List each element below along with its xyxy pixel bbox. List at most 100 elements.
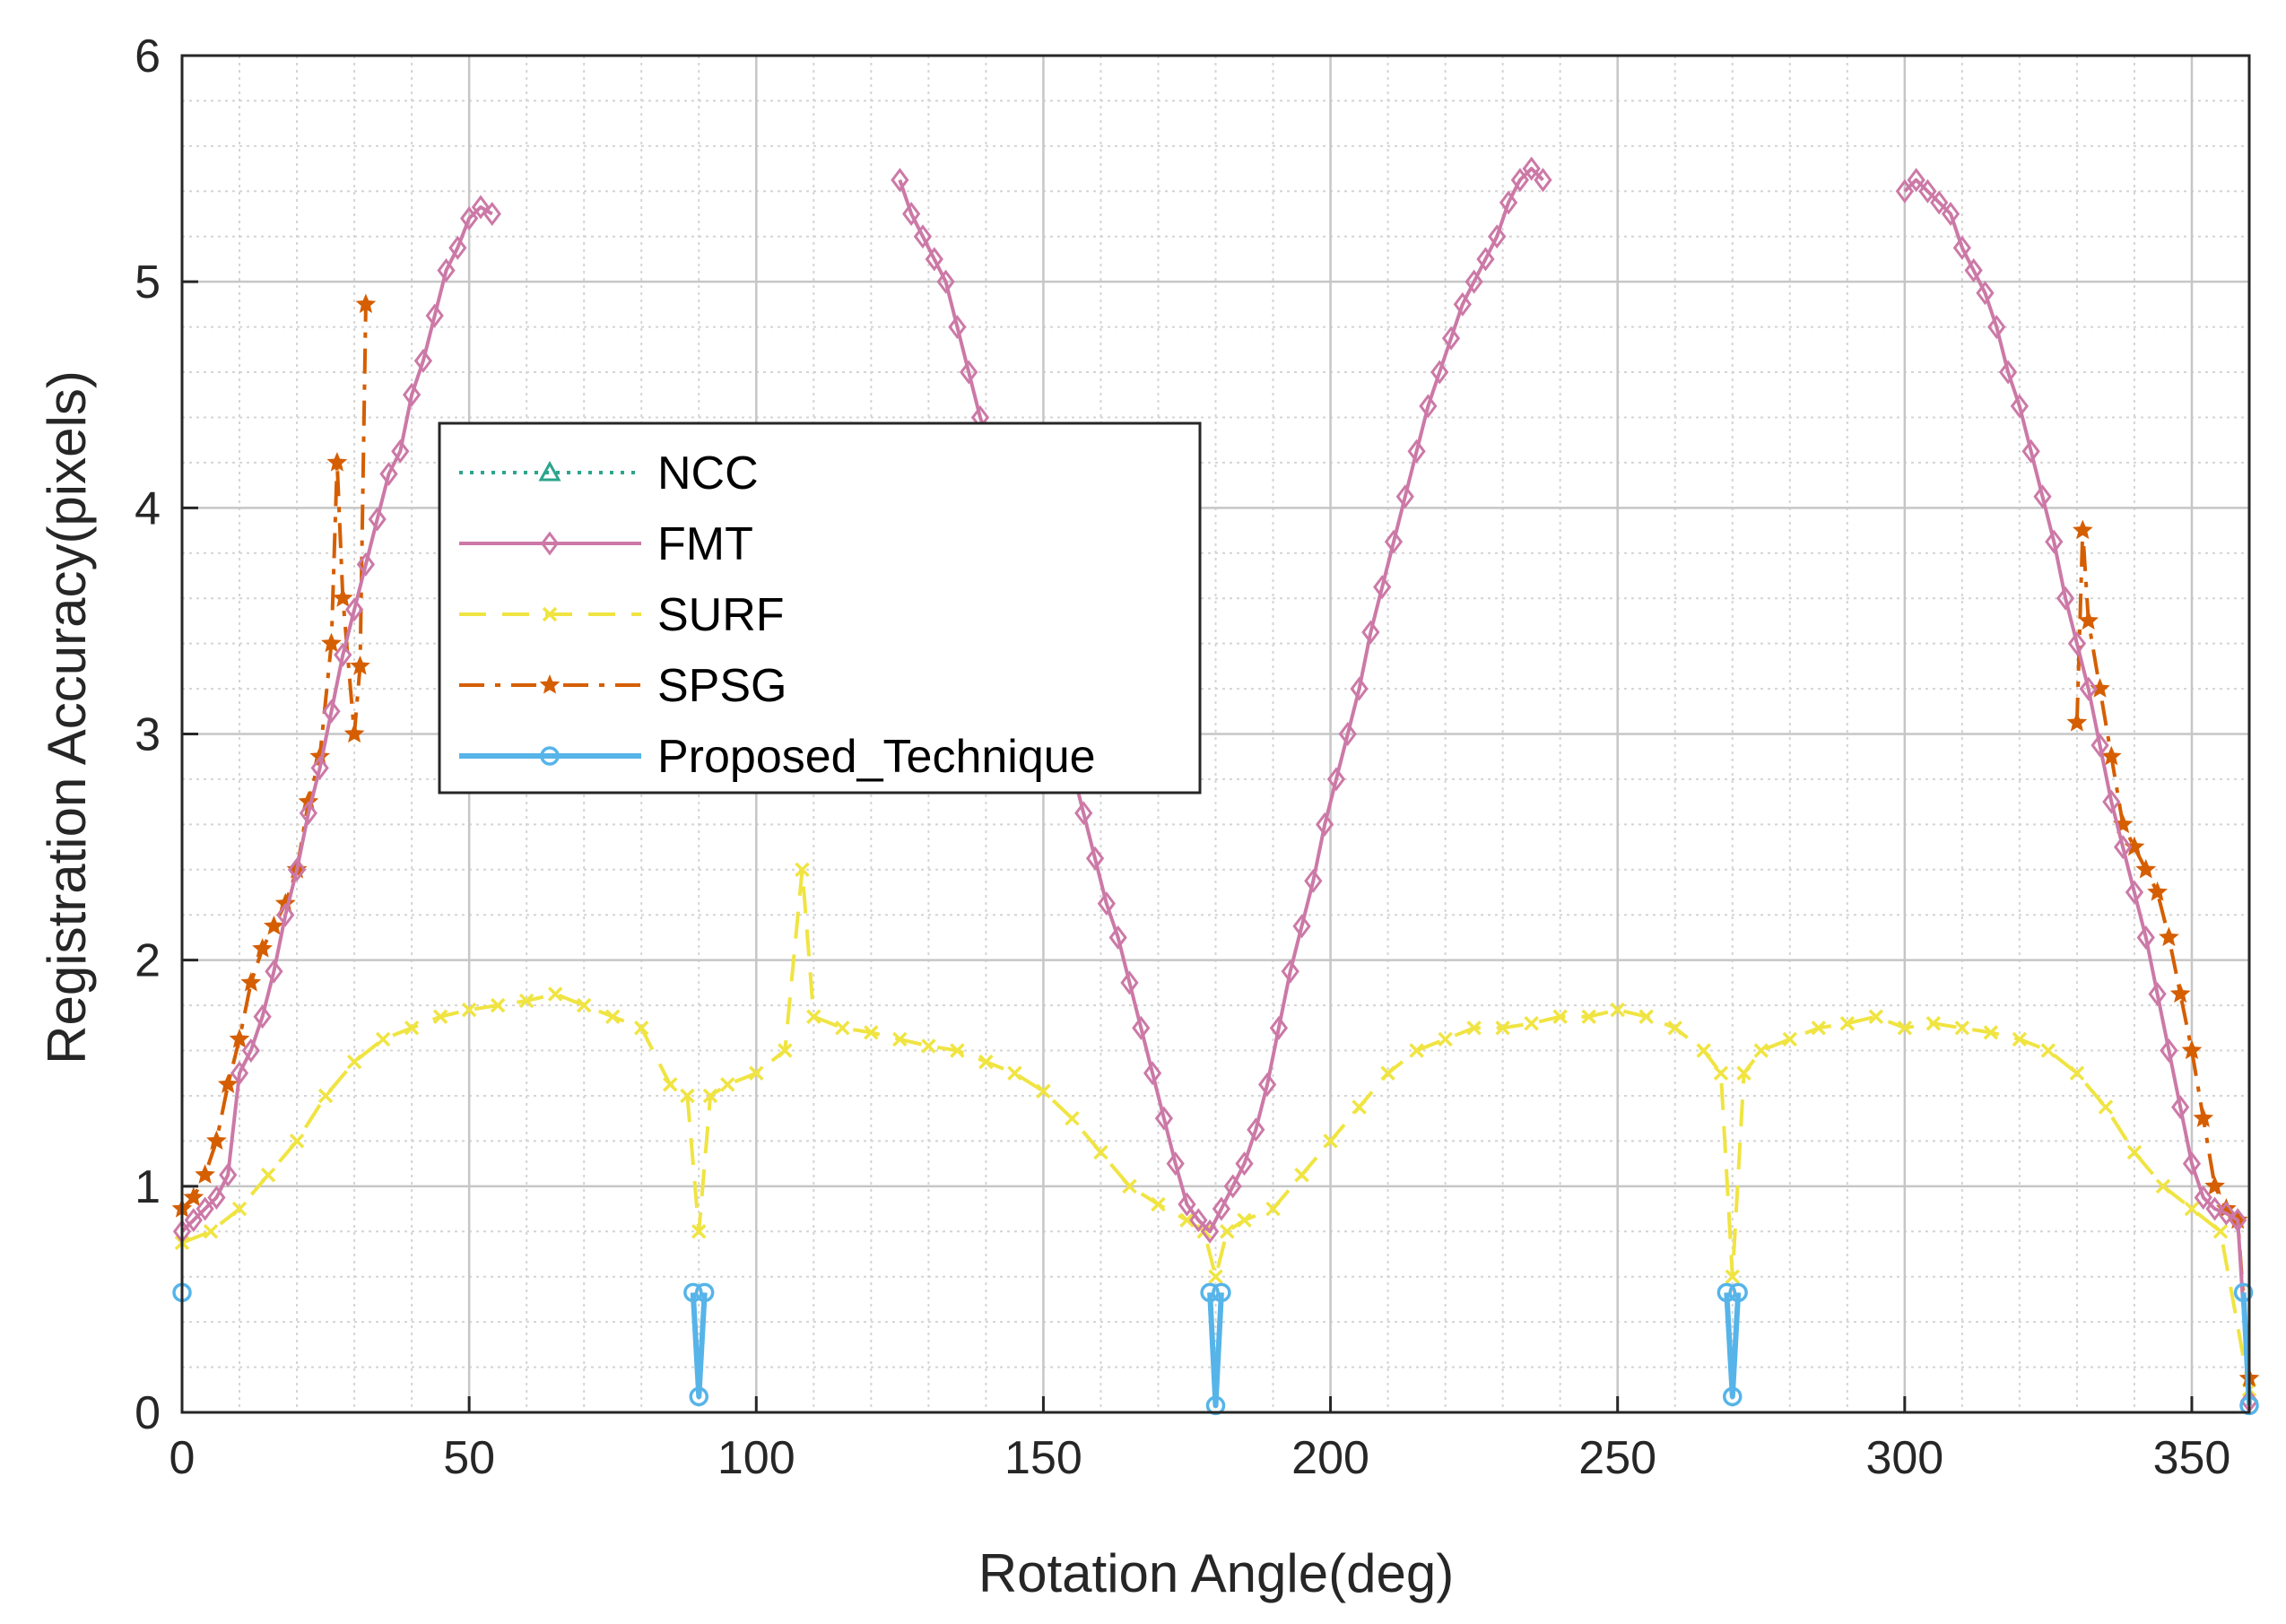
- data-point-fmt: [1074, 801, 1093, 826]
- data-point-proposed-technique: [1723, 1386, 1743, 1407]
- data-point-fmt: [310, 755, 329, 780]
- data-point-surf: [1782, 1031, 1798, 1047]
- data-point-spsg: [229, 1028, 250, 1048]
- data-point-spsg: [2159, 926, 2179, 947]
- data-point-fmt: [334, 642, 352, 667]
- data-point-fmt: [1189, 1208, 1208, 1233]
- data-point-fmt: [207, 1185, 226, 1210]
- data-point-fmt: [2182, 1151, 2202, 1177]
- legend-marker-ncc: [538, 460, 561, 482]
- data-point-surf: [1581, 1009, 1596, 1024]
- data-point-fmt: [1326, 767, 1346, 792]
- data-point-fmt: [1097, 891, 1116, 916]
- data-point-fmt: [1223, 1174, 1242, 1199]
- data-point-fmt: [2217, 1201, 2236, 1226]
- data-point-surf: [1736, 1065, 1751, 1081]
- data-point-surf: [518, 993, 535, 1009]
- data-point-fmt: [1918, 178, 1937, 204]
- data-point-spsg: [2204, 1175, 2225, 1195]
- data-point-surf: [1409, 1043, 1424, 1058]
- data-point-proposed-technique: [1200, 1282, 1220, 1303]
- data-point-fmt: [2079, 676, 2098, 701]
- data-point-spsg: [298, 791, 319, 811]
- data-point-fmt: [1976, 281, 1995, 306]
- data-point-fmt: [1361, 620, 1380, 645]
- legend-marker-surf: [542, 606, 558, 622]
- data-point-proposed-technique: [1212, 1282, 1231, 1303]
- legend[interactable]: NCC FMT SURF SPSG Proposed_Technique: [438, 421, 1202, 795]
- data-point-surf: [260, 1167, 276, 1183]
- legend-item-ncc[interactable]: NCC: [459, 447, 759, 499]
- data-point-surf: [1007, 1065, 1022, 1081]
- data-point-proposed-technique: [1717, 1282, 1737, 1303]
- x-axis-label: Rotation Angle(deg): [978, 1543, 1454, 1603]
- data-point-fmt: [1350, 676, 1369, 701]
- data-point-fmt: [1941, 202, 1960, 227]
- data-point-spsg: [2078, 610, 2099, 630]
- data-point-surf: [806, 1009, 821, 1024]
- x-tick-label: 300: [1865, 1432, 1943, 1484]
- data-point-fmt: [2056, 586, 2075, 611]
- legend-item-spsg[interactable]: SPSG: [459, 660, 787, 712]
- data-point-surf: [203, 1224, 219, 1239]
- data-point-spsg: [350, 655, 370, 675]
- data-point-surf: [702, 1088, 718, 1104]
- x-tick-label: 150: [1004, 1432, 1082, 1484]
- data-point-fmt: [2090, 733, 2109, 758]
- data-point-fmt: [379, 462, 398, 487]
- data-point-surf: [1638, 1009, 1654, 1024]
- data-point-surf: [1552, 1009, 1568, 1024]
- y-tick-labels: 0 1 2 3 4 5 6: [135, 30, 161, 1439]
- y-tick-label: 5: [135, 256, 161, 308]
- data-point-spsg: [326, 451, 348, 472]
- data-point-fmt: [2114, 835, 2133, 860]
- legend-item-surf[interactable]: SURF: [459, 589, 785, 641]
- data-point-surf: [404, 1020, 420, 1036]
- data-point-surf: [2184, 1201, 2200, 1217]
- data-point-spsg: [252, 938, 273, 958]
- data-point-fmt: [1143, 1061, 1162, 1086]
- legend-label-spsg: SPSG: [657, 660, 787, 712]
- data-point-fmt: [913, 224, 933, 249]
- data-point-fmt: [391, 439, 410, 464]
- data-point-surf: [1811, 1020, 1827, 1036]
- data-point-fmt: [368, 507, 387, 532]
- data-point-fmt: [2045, 529, 2064, 554]
- data-point-fmt: [1292, 914, 1311, 939]
- data-point-spsg: [2147, 881, 2168, 901]
- data-point-surf: [1220, 1224, 1235, 1239]
- data-point-fmt: [413, 348, 433, 373]
- data-point-spsg: [2193, 1107, 2214, 1127]
- data-point-fmt: [1488, 224, 1507, 249]
- data-point-surf: [1868, 1009, 1884, 1024]
- x-tick-label: 200: [1291, 1432, 1369, 1484]
- data-point-fmt: [448, 235, 467, 260]
- data-point-fmt: [1453, 291, 1472, 317]
- legend-item-fmt[interactable]: FMT: [459, 518, 753, 570]
- legend-item-proposed-technique[interactable]: Proposed_Technique: [459, 731, 1096, 783]
- data-point-surf: [346, 1054, 362, 1070]
- data-point-fmt: [241, 1038, 260, 1064]
- legend-label-ncc: NCC: [657, 447, 759, 499]
- data-point-spsg: [321, 632, 342, 653]
- data-point-fmt: [265, 959, 283, 984]
- data-point-fmt: [471, 195, 491, 220]
- data-point-surf: [1122, 1178, 1137, 1194]
- data-point-fmt: [1987, 315, 2006, 340]
- legend-marker-proposed-technique: [540, 746, 560, 766]
- data-point-fmt: [402, 382, 422, 407]
- data-point-surf: [680, 1088, 695, 1104]
- data-point-surf: [2126, 1144, 2143, 1160]
- x-tick-label: 350: [2153, 1432, 2231, 1484]
- data-point-surf: [1208, 1269, 1223, 1284]
- data-point-surf: [2098, 1099, 2114, 1115]
- series-line-proposed-technique: [690, 1292, 708, 1400]
- data-point-proposed-technique: [2233, 1282, 2254, 1303]
- data-point-surf: [1524, 1016, 1539, 1031]
- data-point-fmt: [1269, 1015, 1289, 1040]
- data-point-fmt: [2229, 1208, 2247, 1233]
- data-point-spsg: [332, 587, 353, 607]
- data-point-fmt: [925, 247, 943, 272]
- data-point-surf: [1610, 1002, 1625, 1018]
